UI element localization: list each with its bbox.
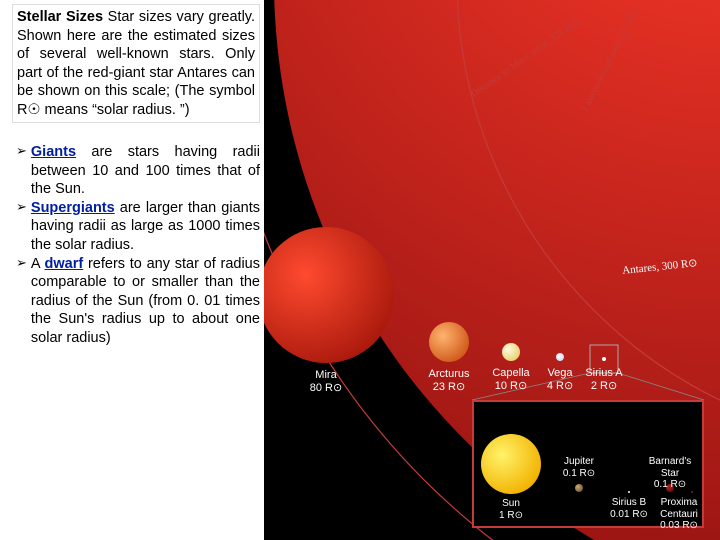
inset-body-label: Proxima Centauri0.03 R⊙ <box>644 497 714 532</box>
intro-body-b: means “solar radius. ”) <box>40 102 189 118</box>
bullet-list: ➢Giants are stars having radii between 1… <box>12 143 260 347</box>
intro-title: Stellar Sizes <box>17 9 103 25</box>
solar-radius-symbol: ☉ <box>27 102 40 118</box>
bullet-item: ➢A dwarf refers to any star of radius co… <box>16 255 260 348</box>
star-label: Mira80 R⊙ <box>291 369 361 394</box>
inset-body-label: Jupiter0.1 R⊙ <box>544 456 614 479</box>
bullet-marker: ➢ <box>16 199 27 255</box>
bullet-body: A dwarf refers to any star of radius com… <box>31 255 260 348</box>
star-label: Arcturus23 R⊙ <box>414 368 484 393</box>
keyword: dwarf <box>45 256 84 272</box>
bullet-marker: ➢ <box>16 143 27 199</box>
stellar-size-diagram: Distance to Mars' orbit, 325 R⊙1 astrono… <box>264 0 720 540</box>
bullet-body: Giants are stars having radii between 10… <box>31 143 260 199</box>
bullet-marker: ➢ <box>16 255 27 348</box>
star-label: Sirius A2 R⊙ <box>569 367 639 392</box>
inset-panel: Sun1 R⊙Jupiter0.1 R⊙Sirius B0.01 R⊙Barna… <box>472 400 704 528</box>
bullet-item: ➢Supergiants are larger than giants havi… <box>16 199 260 255</box>
keyword: Giants <box>31 144 76 160</box>
text-panel: Stellar Sizes Star sizes vary greatly. S… <box>12 4 260 347</box>
inset-body-label: Barnard'sStar0.1 R⊙ <box>635 456 705 491</box>
bullet-body: Supergiants are larger than giants havin… <box>31 199 260 255</box>
inset-body-label: Sun1 R⊙ <box>476 498 546 521</box>
intro-box: Stellar Sizes Star sizes vary greatly. S… <box>12 4 260 123</box>
keyword: Supergiants <box>31 200 115 216</box>
bullet-item: ➢Giants are stars having radii between 1… <box>16 143 260 199</box>
